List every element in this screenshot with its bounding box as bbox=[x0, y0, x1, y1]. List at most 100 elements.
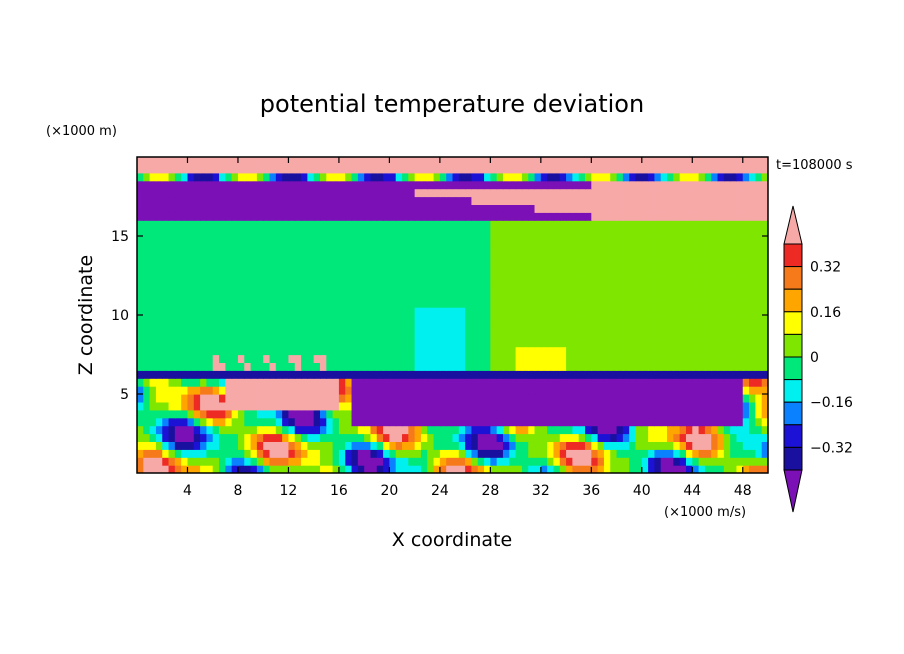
contour-cell bbox=[484, 425, 491, 435]
contour-cell bbox=[149, 417, 157, 427]
contour-cell bbox=[162, 307, 170, 316]
contour-cell bbox=[692, 322, 700, 332]
contour-cell bbox=[698, 307, 706, 316]
contour-cell bbox=[685, 164, 693, 174]
contour-cell bbox=[711, 378, 719, 387]
contour-cell bbox=[345, 307, 353, 316]
contour-cell bbox=[389, 236, 397, 245]
contour-cell bbox=[420, 433, 428, 442]
contour-cell bbox=[673, 354, 681, 363]
contour-cell bbox=[389, 401, 397, 411]
contour-cell bbox=[307, 180, 315, 190]
contour-cell bbox=[452, 204, 460, 213]
contour-cell bbox=[231, 220, 239, 229]
contour-cell bbox=[698, 243, 706, 253]
contour-cell bbox=[149, 441, 157, 450]
contour-cell bbox=[692, 157, 700, 166]
contour-cell bbox=[730, 307, 738, 316]
contour-cell bbox=[761, 307, 768, 316]
contour-cell bbox=[256, 157, 264, 166]
contour-cell bbox=[566, 433, 573, 442]
contour-cell bbox=[193, 354, 201, 363]
contour-cell bbox=[616, 228, 624, 237]
contour-cell bbox=[200, 236, 208, 245]
contour-cell bbox=[572, 362, 580, 371]
contour-cell bbox=[528, 188, 536, 198]
contour-cell bbox=[648, 236, 656, 245]
contour-cell bbox=[269, 409, 277, 419]
contour-cell bbox=[364, 457, 372, 466]
contour-cell bbox=[200, 172, 208, 182]
contour-cell bbox=[162, 259, 170, 269]
contour-cell bbox=[496, 251, 504, 261]
contour-cell bbox=[168, 212, 176, 221]
contour-cell bbox=[509, 157, 517, 166]
contour-cell bbox=[231, 425, 239, 435]
contour-cell bbox=[490, 449, 498, 458]
contour-cell bbox=[641, 204, 649, 213]
contour-cell bbox=[414, 180, 422, 190]
colorbar-label: −0.16 bbox=[810, 395, 853, 411]
contour-cell bbox=[433, 243, 441, 253]
contour-cell bbox=[521, 409, 529, 419]
contour-cell bbox=[736, 243, 744, 253]
contour-cell bbox=[471, 354, 479, 363]
contour-cell bbox=[610, 417, 618, 427]
contour-cell bbox=[698, 228, 706, 237]
contour-cell bbox=[490, 228, 498, 237]
contour-cell bbox=[200, 465, 208, 473]
contour-cell bbox=[528, 394, 536, 403]
y-tick-label: 15 bbox=[111, 229, 129, 245]
contour-cell bbox=[200, 204, 208, 213]
contour-cell bbox=[667, 212, 674, 221]
contour-cell bbox=[761, 315, 768, 324]
contour-cell bbox=[338, 417, 346, 427]
contour-cell bbox=[408, 196, 416, 205]
contour-cell bbox=[471, 236, 479, 245]
contour-cell bbox=[484, 370, 491, 379]
contour-cell bbox=[256, 220, 264, 229]
contour-cell bbox=[648, 338, 656, 348]
contour-cell bbox=[370, 204, 378, 213]
contour-cell bbox=[648, 457, 656, 466]
contour-cell bbox=[452, 291, 460, 300]
contour-cell bbox=[225, 267, 233, 277]
contour-cell bbox=[685, 307, 693, 316]
contour-cell bbox=[648, 283, 656, 292]
contour-cell bbox=[730, 267, 738, 277]
contour-cell bbox=[452, 236, 460, 245]
contour-cell bbox=[155, 433, 163, 442]
contour-cell bbox=[231, 236, 239, 245]
contour-cell bbox=[502, 346, 510, 356]
contour-cell bbox=[294, 394, 302, 403]
contour-cell bbox=[427, 283, 435, 292]
contour-cell bbox=[534, 441, 542, 450]
contour-cell bbox=[755, 243, 763, 253]
contour-cell bbox=[629, 188, 637, 198]
contour-cell bbox=[345, 291, 353, 300]
contour-cell bbox=[711, 172, 719, 182]
contour-cell bbox=[433, 417, 441, 427]
contour-cell bbox=[212, 164, 220, 174]
contour-cell bbox=[698, 394, 706, 403]
contour-cell bbox=[502, 172, 510, 182]
contour-cell bbox=[301, 465, 308, 473]
contour-cell bbox=[364, 236, 372, 245]
contour-cell bbox=[585, 378, 592, 387]
contour-cell bbox=[155, 307, 163, 316]
contour-cell bbox=[225, 220, 233, 229]
contour-cell bbox=[237, 259, 245, 269]
contour-cell bbox=[345, 370, 353, 379]
contour-cell bbox=[673, 299, 681, 308]
contour-cell bbox=[345, 188, 353, 198]
contour-cell bbox=[698, 275, 706, 284]
contour-cell bbox=[698, 291, 706, 300]
contour-cell bbox=[162, 315, 170, 324]
contour-cell bbox=[597, 164, 605, 174]
contour-cell bbox=[345, 236, 353, 245]
contour-cell bbox=[439, 283, 447, 292]
contour-cell bbox=[427, 243, 435, 253]
contour-cell bbox=[559, 275, 567, 284]
contour-cell bbox=[143, 157, 151, 166]
contour-cell bbox=[370, 433, 378, 442]
